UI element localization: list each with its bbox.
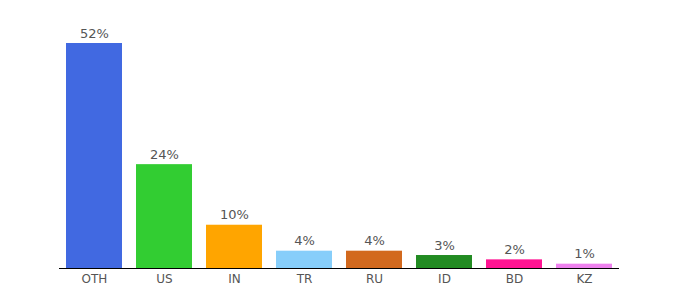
svg-text:4%: 4% xyxy=(294,233,315,248)
svg-text:ID: ID xyxy=(438,272,451,286)
svg-text:RU: RU xyxy=(366,272,383,286)
svg-text:TR: TR xyxy=(296,272,313,286)
svg-text:IN: IN xyxy=(228,272,241,286)
svg-text:3%: 3% xyxy=(434,238,455,253)
svg-text:4%: 4% xyxy=(364,233,385,248)
svg-text:OTH: OTH xyxy=(82,272,108,286)
svg-text:24%: 24% xyxy=(150,147,179,162)
svg-text:KZ: KZ xyxy=(576,272,592,286)
svg-text:10%: 10% xyxy=(220,207,249,222)
svg-text:BD: BD xyxy=(506,272,523,286)
svg-text:US: US xyxy=(156,272,172,286)
svg-text:2%: 2% xyxy=(504,242,525,257)
svg-text:1%: 1% xyxy=(574,246,595,261)
svg-text:52%: 52% xyxy=(80,26,109,41)
